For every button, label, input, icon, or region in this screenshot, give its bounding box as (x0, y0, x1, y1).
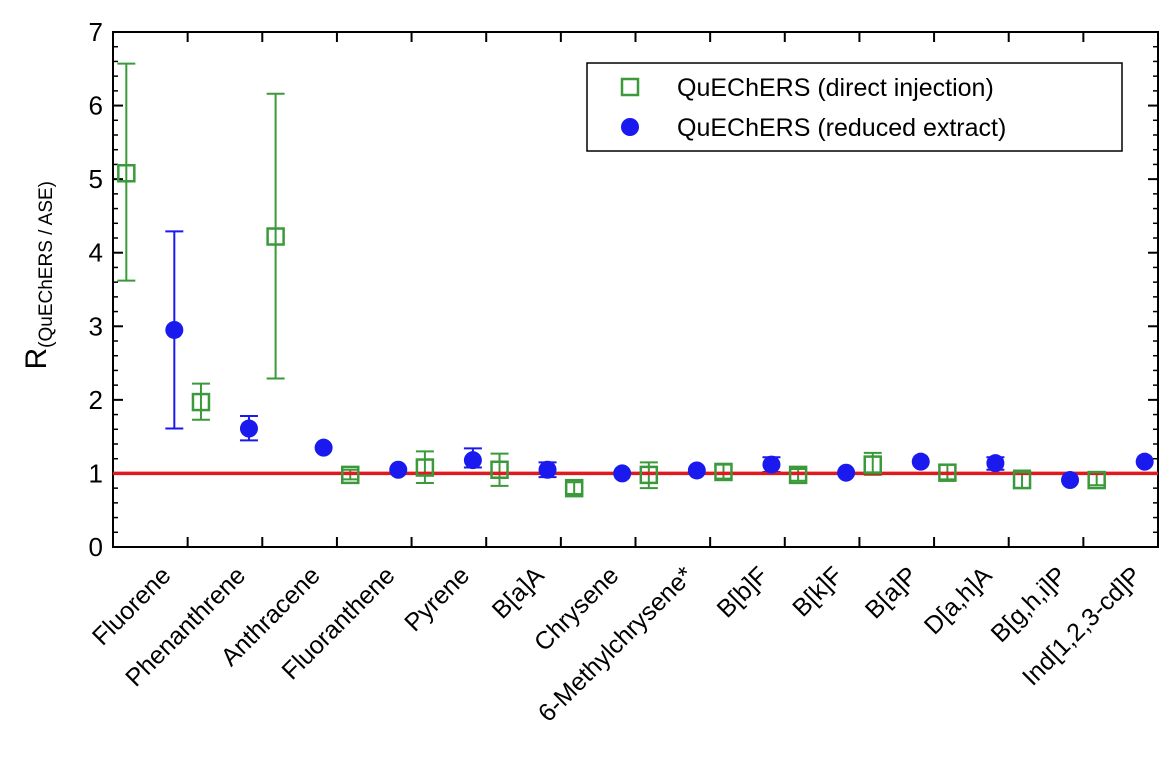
data-point-reduced-extract (687, 461, 706, 480)
data-point-reduced-extract (239, 419, 258, 438)
data-point-direct-injection (938, 463, 957, 482)
data-point-direct-injection (1087, 470, 1106, 490)
data-point-direct-injection (490, 460, 509, 479)
legend-label: QuEChERS (direct injection) (677, 74, 994, 102)
category-label: B[k]F (787, 561, 848, 622)
data-point-reduced-extract (165, 320, 184, 339)
category-label: B[a]A (487, 561, 550, 624)
data-point-reduced-extract (762, 455, 781, 474)
data-point-direct-injection (341, 465, 360, 485)
category-label: Pyrene (399, 561, 475, 637)
data-point-reduced-extract (911, 452, 930, 471)
data-point-direct-injection (564, 478, 584, 498)
data-point-direct-injection (266, 227, 285, 246)
data-point-direct-injection (863, 455, 882, 474)
y-axis-label-subscript: (QuEChERS / ASE) (36, 181, 57, 348)
data-point-direct-injection (714, 462, 733, 482)
data-point-direct-injection (1012, 470, 1032, 490)
y-tick-label: 6 (89, 91, 103, 121)
legend-marker-reduced-extract (621, 118, 639, 136)
data-point-direct-injection (117, 164, 136, 183)
y-tick-label: 5 (89, 164, 103, 194)
data-point-reduced-extract (986, 454, 1005, 473)
data-point-reduced-extract (1061, 471, 1080, 490)
y-tick-label: 7 (89, 17, 103, 47)
y-tick-label: 4 (89, 238, 103, 268)
category-label: B[a]P (860, 561, 923, 624)
y-tick-label: 3 (89, 311, 103, 341)
legend-label: QuEChERS (reduced extract) (677, 114, 1006, 142)
data-point-direct-injection (191, 392, 211, 412)
data-point-reduced-extract (389, 460, 408, 479)
data-point-reduced-extract (314, 438, 333, 457)
data-point-reduced-extract (463, 451, 482, 470)
data-point-reduced-extract (613, 464, 632, 483)
y-tick-label: 1 (89, 458, 103, 488)
y-tick-label: 2 (89, 385, 103, 415)
data-point-reduced-extract (538, 460, 557, 479)
legend-box (586, 62, 1123, 152)
y-axis-label: R(QuEChERS / ASE) (20, 181, 57, 370)
data-point-reduced-extract (1135, 452, 1154, 471)
data-point-direct-injection (415, 458, 435, 477)
data-point-direct-injection (639, 465, 659, 485)
category-label: B[b]F (712, 561, 774, 623)
legend-marker-direct-injection (620, 77, 640, 97)
data-point-direct-injection (788, 465, 808, 485)
y-axis-label-main: R (20, 348, 53, 370)
y-tick-label: 0 (89, 532, 103, 562)
data-point-reduced-extract (837, 463, 856, 482)
